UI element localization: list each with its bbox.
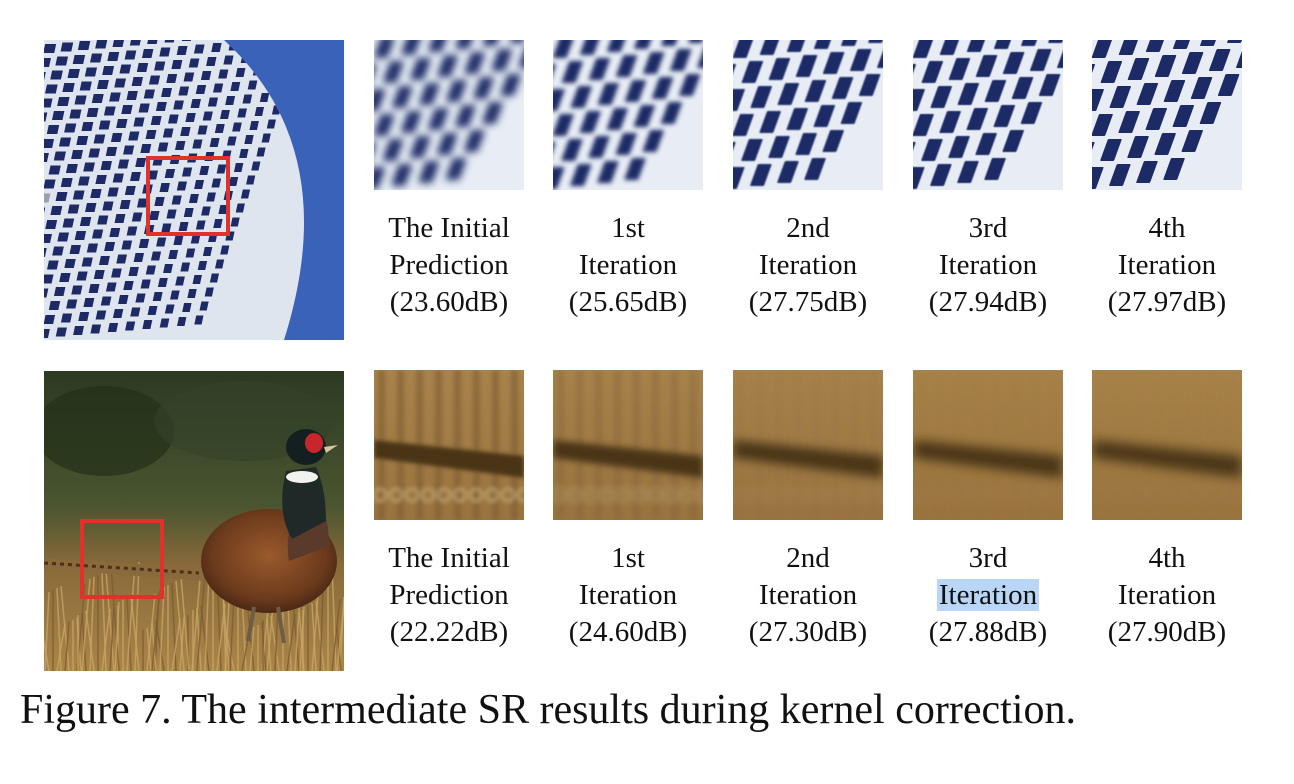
step-name: The Initial — [388, 212, 510, 244]
psnr-value: (22.22dB) — [389, 616, 509, 648]
step-name: The Initial — [388, 542, 510, 574]
selected-text[interactable]: Iteration — [936, 579, 1040, 611]
psnr-value: (27.88dB) — [928, 616, 1048, 648]
step-caption: 2nd Iteration (27.30dB) — [723, 540, 893, 651]
building-full-image — [44, 40, 344, 340]
step-name: 2nd — [786, 212, 830, 244]
step-caption: 4th Iteration (27.97dB) — [1082, 210, 1252, 321]
step-name: 1st — [611, 542, 645, 574]
psnr-value: (27.97dB) — [1107, 286, 1227, 318]
psnr-value: (27.30dB) — [748, 616, 868, 648]
crop-iteration-2 — [733, 370, 883, 520]
step-subtitle: Iteration — [938, 249, 1038, 281]
psnr-value: (27.90dB) — [1107, 616, 1227, 648]
highlight-box — [146, 156, 230, 236]
step-caption: The Initial Prediction (23.60dB) — [364, 210, 534, 321]
step-subtitle: Iteration — [1117, 579, 1217, 611]
step-subtitle[interactable]: Iteration — [903, 577, 1073, 614]
psnr-value: (27.94dB) — [928, 286, 1048, 318]
figure-caption: Figure 7. The intermediate SR results du… — [20, 687, 1076, 733]
psnr-value: (23.60dB) — [389, 286, 509, 318]
step-subtitle: Iteration — [578, 579, 678, 611]
crop-iteration-3 — [913, 40, 1063, 190]
step-subtitle: Prediction — [389, 579, 509, 611]
highlight-box — [80, 519, 164, 599]
step-subtitle: Prediction — [389, 249, 509, 281]
step-name: 2nd — [786, 542, 830, 574]
psnr-value: (24.60dB) — [568, 616, 688, 648]
pheasant-full-image — [44, 371, 344, 671]
step-name: 3rd — [968, 212, 1008, 244]
psnr-value: (25.65dB) — [568, 286, 688, 318]
step-caption: The Initial Prediction (22.22dB) — [364, 540, 534, 651]
crop-iteration-1 — [553, 40, 703, 190]
step-caption: 3rd Iteration (27.88dB) — [903, 540, 1073, 651]
step-caption: 4th Iteration (27.90dB) — [1082, 540, 1252, 651]
step-subtitle: Iteration — [758, 249, 858, 281]
crop-initial-prediction — [374, 370, 524, 520]
crop-iteration-4 — [1092, 40, 1242, 190]
step-name: 1st — [611, 212, 645, 244]
step-subtitle: Iteration — [578, 249, 678, 281]
step-subtitle: Iteration — [758, 579, 858, 611]
step-name: 4th — [1148, 542, 1186, 574]
step-name: 3rd — [968, 542, 1008, 574]
step-caption: 3rd Iteration (27.94dB) — [903, 210, 1073, 321]
step-caption: 2nd Iteration (27.75dB) — [723, 210, 893, 321]
psnr-value: (27.75dB) — [748, 286, 868, 318]
step-subtitle: Iteration — [1117, 249, 1217, 281]
crop-iteration-1 — [553, 370, 703, 520]
crop-iteration-4 — [1092, 370, 1242, 520]
step-caption: 1st Iteration (24.60dB) — [543, 540, 713, 651]
crop-initial-prediction — [374, 40, 524, 190]
step-name: 4th — [1148, 212, 1186, 244]
crop-iteration-2 — [733, 40, 883, 190]
crop-iteration-3 — [913, 370, 1063, 520]
step-caption: 1st Iteration (25.65dB) — [543, 210, 713, 321]
